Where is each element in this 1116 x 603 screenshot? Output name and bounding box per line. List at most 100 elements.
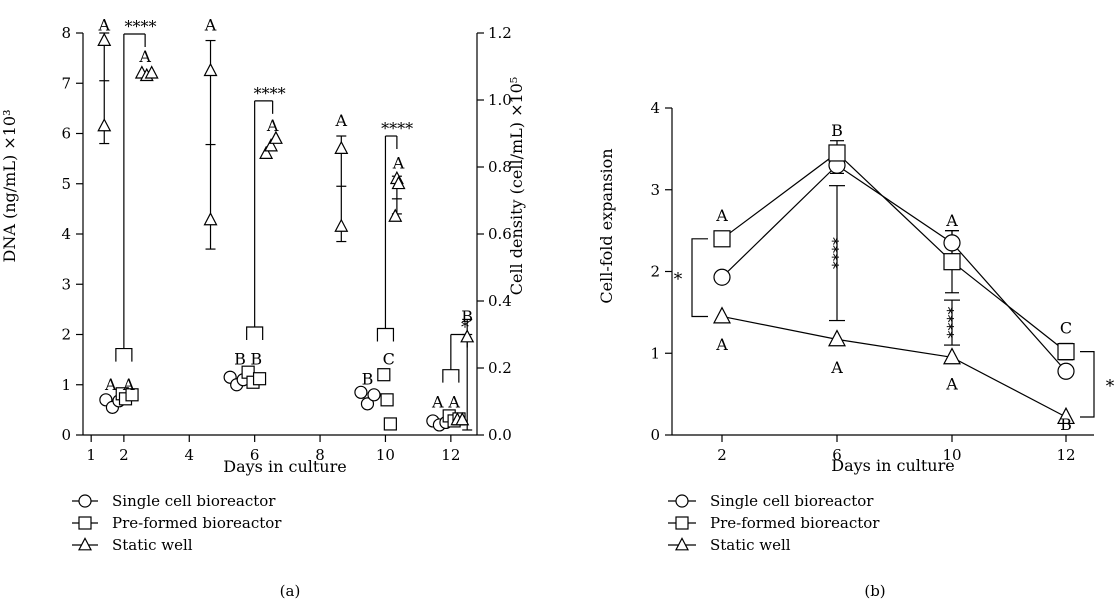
panel-b-xlabel: Days in culture [831, 456, 954, 475]
group-letter: A [122, 375, 135, 394]
group-letter: A [945, 374, 958, 393]
y-tick-label: 0 [650, 426, 660, 444]
legend-label: Static well [710, 536, 791, 554]
series-line-square [721, 152, 1067, 353]
panel-a-legend: Single cell bioreactor Pre-formed bioreac… [72, 492, 282, 554]
panel-a-ylabel: DNA (ng/mL) ×10³ [0, 110, 19, 263]
data-point-triangle [259, 145, 274, 159]
significance-bracket-low [442, 369, 460, 383]
data-point-triangle [828, 329, 846, 347]
y-tick-label: 4 [61, 225, 71, 243]
x-tick-label: 6 [832, 446, 842, 464]
data-point-triangle [1057, 406, 1075, 425]
y-tick-label: 7 [61, 74, 71, 92]
data-point-triangle [97, 118, 112, 132]
significance-bracket-low [376, 327, 395, 342]
data-point-square [380, 393, 394, 407]
data-point-triangle [460, 329, 475, 343]
data-point-square [1057, 343, 1075, 361]
panel-b-label: (b) [864, 582, 885, 600]
x-tick-label: 6 [250, 446, 260, 464]
group-letter: A [266, 116, 279, 135]
group-letter: A [335, 111, 348, 130]
group-letter: C [1060, 319, 1072, 338]
legend-marker-triangle [78, 537, 92, 551]
data-point-square [377, 368, 391, 382]
group-letter: A [138, 47, 151, 66]
data-point-triangle [334, 218, 349, 232]
group-letter: A [97, 15, 110, 34]
data-point-triangle [203, 62, 218, 77]
y2-tick-label: 0.0 [488, 426, 512, 444]
y-tick-label: 0 [61, 426, 71, 444]
data-point-triangle [713, 306, 731, 324]
data-point-triangle [97, 32, 112, 46]
data-point-square [713, 230, 731, 248]
significance-label: **** [938, 307, 957, 339]
legend-marker-triangle [675, 537, 689, 551]
legend-marker-circle [78, 494, 92, 508]
data-point-square [828, 144, 846, 162]
group-letter: A [447, 392, 460, 411]
group-letter: B [1060, 415, 1072, 434]
significance-bracket [1080, 351, 1095, 418]
panel-b-legend: Single cell bioreactor Pre-formed bioreac… [668, 492, 880, 554]
series-line-circle [721, 164, 1067, 372]
legend-marker-square [675, 516, 689, 530]
data-point-square [252, 372, 267, 386]
significance-label: * [461, 318, 469, 337]
legend-marker-square [78, 516, 92, 530]
y2-tick-label: 0.2 [488, 359, 512, 377]
group-letter: C [383, 350, 395, 369]
legend-label: Static well [112, 536, 193, 554]
y2-tick-label: 1.0 [488, 91, 512, 109]
group-letter: A [945, 211, 958, 230]
group-letter: A [104, 375, 117, 394]
y-tick-label: 3 [61, 275, 71, 293]
x-tick-label: 12 [1056, 446, 1075, 464]
legend-label: Single cell bioreactor [112, 492, 276, 510]
series-line-triangle [721, 315, 1067, 418]
significance-bracket-low [115, 347, 133, 362]
y-tick-label: 5 [61, 175, 71, 193]
data-point-triangle [264, 138, 279, 152]
y-tick-label: 2 [61, 326, 71, 344]
data-point-circle [943, 234, 961, 252]
x-tick-label: 4 [184, 446, 194, 464]
panel-b-ylabel: Cell-fold expansion [597, 148, 616, 303]
x-tick-label: 2 [717, 446, 727, 464]
group-letter: B [234, 350, 246, 369]
group-letter: A [830, 358, 843, 377]
group-letter: B [831, 121, 843, 140]
legend-marker-circle [675, 494, 689, 508]
significance-label: * [1106, 376, 1115, 396]
x-tick-label: 8 [315, 446, 325, 464]
group-letter: A [715, 206, 728, 225]
data-point-triangle [144, 65, 159, 79]
group-letter: B [461, 307, 473, 326]
y-tick-label: 8 [61, 24, 71, 42]
x-tick-label: 2 [119, 446, 129, 464]
legend-label: Pre-formed bioreactor [112, 514, 282, 532]
y-tick-label: 1 [61, 376, 71, 394]
legend-label: Pre-formed bioreactor [710, 514, 880, 532]
x-tick-label: 10 [376, 446, 395, 464]
group-letter: A [431, 392, 444, 411]
significance-label: * [674, 270, 683, 290]
data-point-circle [1057, 362, 1075, 380]
data-point-circle [713, 268, 731, 286]
data-point-circle [354, 385, 368, 399]
y-tick-label: 4 [650, 99, 660, 117]
data-point-triangle [203, 212, 218, 226]
group-letter: A [204, 15, 217, 34]
panel-a-label: (a) [280, 582, 301, 600]
y-tick-label: 2 [650, 263, 660, 281]
data-point-circle [367, 388, 381, 402]
significance-label: **** [381, 119, 413, 138]
y-tick-label: 6 [61, 125, 71, 143]
data-point-triangle [943, 347, 961, 365]
x-tick-label: 12 [441, 446, 460, 464]
panel-a-xlabel: Days in culture [223, 457, 346, 476]
